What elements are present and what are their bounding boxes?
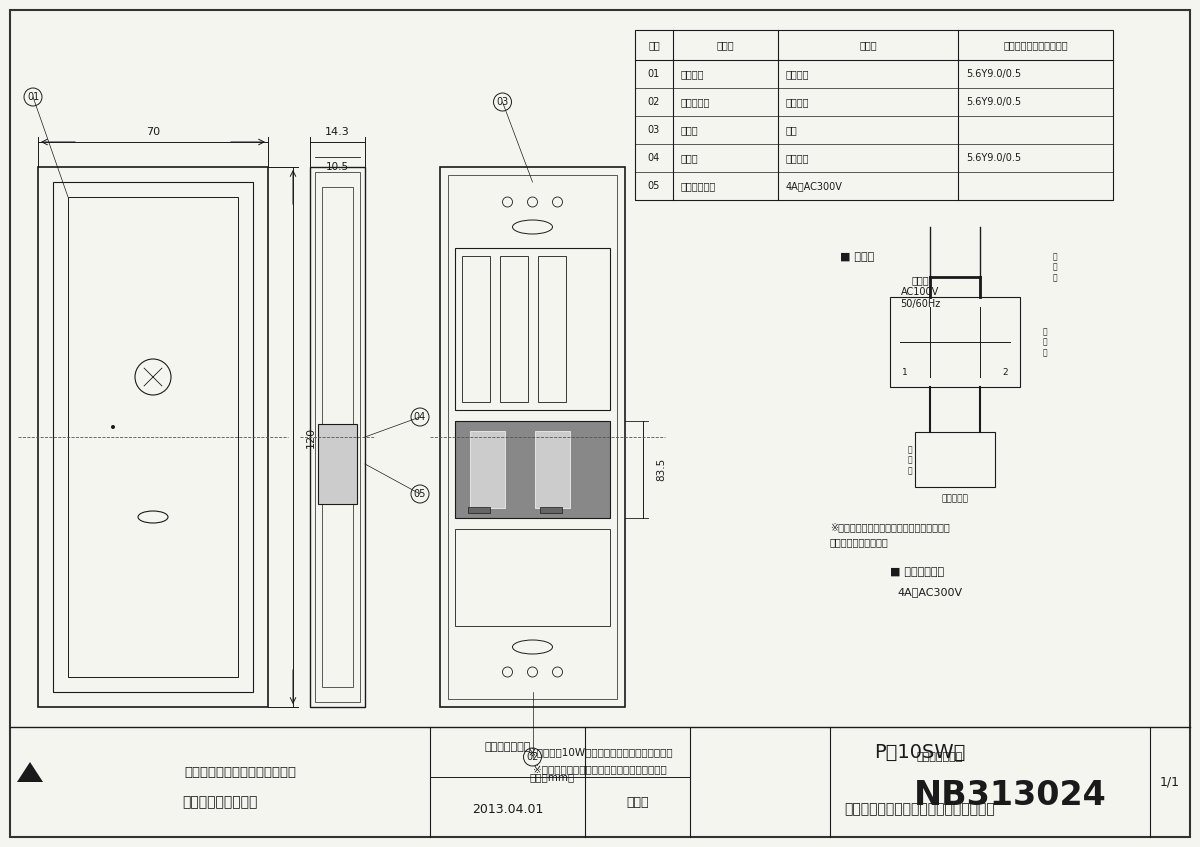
Text: 品　名: 品 名	[716, 40, 734, 50]
Circle shape	[551, 465, 559, 473]
Text: ※仕様は場合により変更することがあります。: ※仕様は場合により変更することがあります。	[533, 764, 667, 774]
Bar	[500, 256, 528, 402]
Circle shape	[112, 425, 115, 429]
Text: 2013.04.01: 2013.04.01	[472, 802, 544, 816]
Circle shape	[470, 465, 479, 473]
Text: 03: 03	[648, 125, 660, 135]
Bar	[440, 167, 625, 707]
Text: 4A・AC300V: 4A・AC300V	[898, 587, 962, 597]
Text: 品番: 品番	[648, 40, 660, 50]
Text: 合成樹脂: 合成樹脂	[786, 69, 810, 79]
Text: 01: 01	[26, 92, 40, 102]
Text: 形　名: 形 名	[626, 795, 649, 809]
Text: 接
負
側: 接 負 側	[1043, 327, 1048, 357]
Text: 三菱電機株式会社中津川製作所: 三菱電機株式会社中津川製作所	[184, 766, 296, 778]
Text: 絶縁取付枠: 絶縁取付枠	[682, 97, 710, 107]
Text: 03: 03	[497, 97, 509, 107]
Text: プレート: プレート	[682, 69, 704, 79]
Bar	[448, 175, 617, 699]
Bar	[68, 197, 238, 677]
Text: 02: 02	[648, 97, 660, 107]
Text: 05: 05	[414, 489, 426, 499]
Text: 補助枠: 補助枠	[682, 125, 698, 135]
Text: 電　源
AC100V
50/60Hz: 電 源 AC100V 50/60Hz	[900, 275, 940, 308]
Text: 2: 2	[1002, 368, 1008, 377]
Text: （単位mm）: （単位mm）	[530, 772, 575, 782]
Circle shape	[530, 465, 539, 473]
Text: 10.5: 10.5	[326, 162, 349, 172]
Bar	[890, 297, 1020, 387]
Text: 14.3: 14.3	[325, 127, 350, 137]
Text: 合成樹脂: 合成樹脂	[786, 153, 810, 163]
Bar	[314, 172, 360, 702]
Text: 鋼板: 鋼板	[786, 125, 798, 135]
Text: 01: 01	[648, 69, 660, 79]
Bar	[455, 529, 610, 626]
Text: ※消費電力10W以上の機種にご使用ください。: ※消費電力10W以上の機種にご使用ください。	[528, 747, 672, 757]
Text: 1: 1	[902, 368, 908, 377]
Bar	[635, 30, 1114, 200]
Bar	[322, 187, 353, 687]
Text: 70: 70	[146, 127, 160, 137]
Text: 材　質: 材 質	[859, 40, 877, 50]
Bar	[540, 507, 562, 513]
Text: 04: 04	[414, 412, 426, 422]
Circle shape	[491, 465, 499, 473]
Text: 作　成　日　付: 作 成 日 付	[485, 742, 530, 752]
Text: 02: 02	[527, 752, 539, 762]
Bar	[318, 424, 358, 504]
Text: ■ 結線図: ■ 結線図	[840, 252, 875, 262]
Text: 5.6Y9.0/0.5: 5.6Y9.0/0.5	[966, 97, 1021, 107]
Text: 第　３　角　図　法: 第 ３ 角 図 法	[182, 795, 258, 809]
Text: 05: 05	[648, 181, 660, 191]
Text: 化粧枠: 化粧枠	[682, 153, 698, 163]
Text: 5.6Y9.0/0.5: 5.6Y9.0/0.5	[966, 153, 1021, 163]
Text: NB313024: NB313024	[913, 778, 1106, 811]
Text: コントロールスイッチ（ワイドタイプ）: コントロールスイッチ（ワイドタイプ）	[845, 802, 995, 816]
Text: 整　理　番　号: 整 理 番 号	[917, 752, 964, 762]
Bar	[468, 507, 490, 513]
Text: ※太線部分は有資格者である電気工事士にて: ※太線部分は有資格者である電気工事士にて	[830, 522, 949, 532]
Bar	[455, 248, 610, 410]
Text: 4A・AC300V: 4A・AC300V	[786, 181, 842, 191]
Bar	[470, 431, 505, 508]
Bar	[535, 431, 570, 508]
Text: 合成樹脂: 合成樹脂	[786, 97, 810, 107]
Text: 電
圧
側: 電 圧 側	[1052, 252, 1057, 282]
Bar	[310, 167, 365, 707]
Bar	[462, 256, 490, 402]
Bar	[455, 421, 610, 518]
Bar	[53, 182, 253, 692]
Text: 施工してください。: 施工してください。	[830, 537, 889, 547]
Text: 5.6Y9.0/0.5: 5.6Y9.0/0.5	[966, 69, 1021, 79]
Bar	[916, 432, 995, 487]
Text: 電源スイッチ: 電源スイッチ	[682, 181, 716, 191]
Text: 1/1: 1/1	[1160, 776, 1180, 789]
Text: ■ 定格負荷容量: ■ 定格負荷容量	[890, 567, 944, 577]
Text: 83.5: 83.5	[656, 457, 666, 481]
Text: 120: 120	[306, 426, 316, 447]
Polygon shape	[17, 762, 43, 782]
Text: P－10SW２: P－10SW２	[875, 743, 966, 761]
Text: 端
子
台: 端 子 台	[907, 446, 912, 475]
Text: 色　調（マンセル・近）: 色 調（マンセル・近）	[1003, 40, 1068, 50]
Text: 04: 04	[648, 153, 660, 163]
Bar	[538, 256, 566, 402]
Bar	[38, 167, 268, 707]
Text: 換気扇本体: 換気扇本体	[942, 495, 968, 503]
